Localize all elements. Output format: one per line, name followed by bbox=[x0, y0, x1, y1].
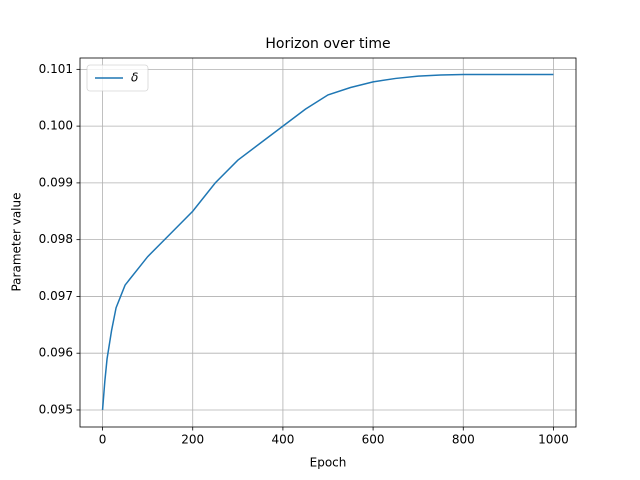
x-tick-label: 800 bbox=[452, 433, 475, 447]
y-tick-label: 0.101 bbox=[39, 62, 73, 76]
y-tick-label: 0.096 bbox=[39, 346, 73, 360]
y-tick-label: 0.098 bbox=[39, 232, 73, 246]
x-tick-label: 0 bbox=[99, 433, 107, 447]
x-tick-label: 1000 bbox=[538, 433, 569, 447]
legend-label: δ bbox=[131, 71, 138, 85]
y-tick-label: 0.099 bbox=[39, 175, 73, 189]
x-tick-label: 400 bbox=[271, 433, 294, 447]
plot-frame bbox=[79, 57, 577, 428]
y-tick-label: 0.097 bbox=[39, 289, 73, 303]
data-line bbox=[101, 73, 554, 411]
y-tick-label: 0.095 bbox=[39, 402, 73, 416]
y-tick-label: 0.100 bbox=[39, 119, 73, 133]
y-axis-label: Parameter value bbox=[10, 192, 24, 291]
x-axis-label: Epoch bbox=[310, 456, 347, 470]
x-tick-label: 600 bbox=[362, 433, 385, 447]
chart-title: Horizon over time bbox=[265, 36, 390, 52]
x-tick-label: 200 bbox=[181, 433, 204, 447]
